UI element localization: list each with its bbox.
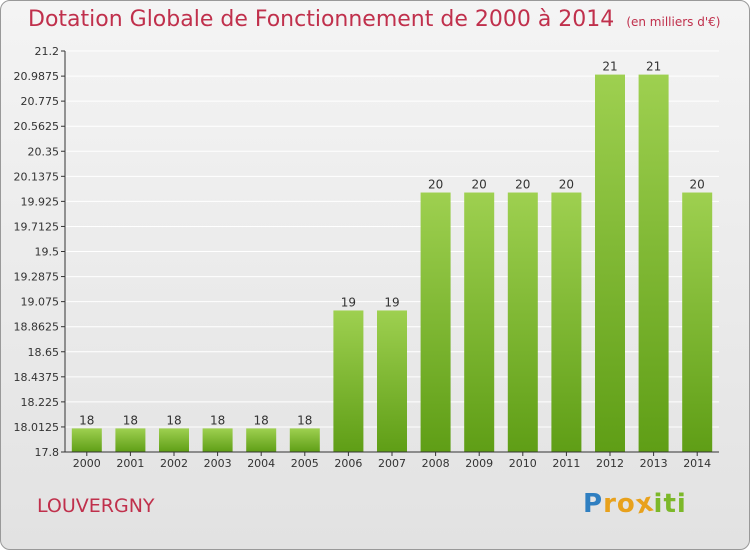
bar-2002 [159,428,189,452]
bar-2010 [507,192,538,452]
x-tick-label: 2005 [291,457,319,470]
y-tick-label: 18.65 [28,346,60,359]
bar-value-label: 20 [515,178,530,192]
x-tick-label: 2007 [378,457,406,470]
bar-value-label: 18 [166,413,181,427]
bar-2014 [682,192,713,452]
bar-2001 [115,428,146,452]
bar-value-label: 20 [428,178,443,192]
y-tick-label: 18.8625 [14,321,60,334]
logo-letter: t [663,489,677,519]
logo-letter: i [653,489,664,519]
bar-value-label: 18 [79,413,94,427]
y-tick-label: 19.925 [21,195,60,208]
bar-value-label: 18 [297,413,312,427]
bar-2006 [333,310,364,452]
bar-value-label: 18 [210,413,225,427]
x-tick-label: 2010 [509,457,537,470]
bar-value-label: 19 [384,295,399,309]
commune-name: LOUVERGNY [37,495,155,517]
bar-2007 [377,310,407,452]
bar-value-label: 21 [646,60,661,74]
logo-letter: r [603,489,617,519]
y-tick-label: 20.35 [28,145,60,158]
y-tick-label: 19.075 [21,296,60,309]
y-tick-label: 20.9875 [14,70,60,83]
x-tick-label: 2003 [204,457,232,470]
proxiti-logo: Proxiti [583,487,687,520]
bar-value-label: 20 [559,178,574,192]
y-tick-label: 17.8 [35,446,60,459]
x-tick-label: 2006 [334,457,362,470]
bar-2005 [289,428,320,452]
bar-value-label: 20 [472,178,487,192]
chart-title: Dotation Globale de Fonctionnement de 20… [28,7,720,32]
x-tick-label: 2001 [116,457,144,470]
x-tick-label: 2011 [552,457,580,470]
bar-2000 [71,428,102,452]
bar-value-label: 18 [254,413,269,427]
bar-2012 [595,74,625,453]
bar-2008 [420,192,451,452]
y-tick-label: 18.4375 [14,371,60,384]
bar-value-label: 20 [690,178,705,192]
x-tick-label: 2004 [247,457,275,470]
x-tick-label: 2000 [73,457,101,470]
bar-2004 [246,428,277,452]
y-tick-labels: 21.2 20.9875 20.775 20.5625 20.35 20.1375 19.9… [14,45,65,459]
x-tick-label: 2008 [422,457,450,470]
x-tick-labels: 2000 2001 2002 2003 2004 2005 2006 2007 2008 2009… [73,452,711,470]
bar-value-labels: 18 18 18 18 18 18 19 19 20 20 20 20 21 21 20 [79,60,705,428]
bar-2013 [638,74,669,453]
y-tick-label: 19.7125 [14,220,60,233]
y-tick-label: 19.5 [35,246,60,259]
y-tick-label: 19.2875 [14,271,60,284]
x-tick-label: 2013 [640,457,668,470]
y-tick-label: 20.5625 [14,120,60,133]
logo-letter: i [676,489,687,519]
bar-2011 [551,192,582,452]
y-tick-label: 20.1375 [14,170,60,183]
x-tick-label: 2014 [683,457,711,470]
y-tick-label: 18.225 [21,396,60,409]
bars [71,74,713,453]
x-tick-label: 2002 [160,457,188,470]
bar-2003 [202,428,233,452]
bar-value-label: 19 [341,295,356,309]
logo-letter: P [583,489,604,519]
x-tick-label: 2012 [596,457,624,470]
y-tick-label: 20.775 [21,95,60,108]
x-tick-label: 2009 [465,457,493,470]
y-tick-label: 21.2 [35,45,60,58]
bar-value-label: 18 [123,413,138,427]
chart-title-text: Dotation Globale de Fonctionnement de 20… [28,7,615,32]
bar-value-label: 21 [602,60,617,74]
chart-subtitle: (en milliers d'€) [626,15,721,29]
bar-2009 [464,192,495,452]
y-tick-label: 18.0125 [14,421,60,434]
logo-letter: o [616,489,636,519]
